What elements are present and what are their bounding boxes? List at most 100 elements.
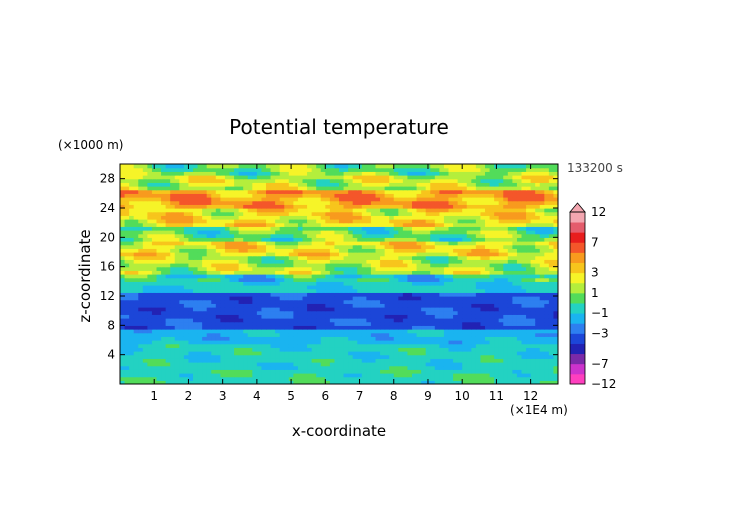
field-cell — [211, 303, 217, 308]
field-cell — [389, 321, 395, 326]
field-cell — [512, 303, 518, 308]
field-cell — [380, 200, 386, 205]
field-cell — [443, 270, 450, 275]
field-cell — [284, 288, 290, 293]
field-cell — [224, 226, 231, 231]
field-cell — [439, 329, 445, 334]
field-cell — [530, 299, 536, 304]
field-cell — [302, 259, 308, 264]
field-cell — [357, 233, 363, 238]
field-cell — [548, 277, 555, 282]
field-cell — [526, 204, 532, 209]
field-cell — [142, 373, 148, 378]
field-cell — [439, 340, 445, 345]
field-cell — [393, 255, 399, 260]
field-cell — [297, 310, 304, 315]
field-cell — [548, 336, 555, 341]
field-cell — [193, 270, 199, 275]
field-cell — [457, 347, 463, 352]
field-cell — [475, 307, 482, 312]
field-cell — [389, 230, 395, 235]
field-cell — [170, 270, 176, 275]
field-cell — [439, 237, 445, 242]
field-cell — [234, 219, 240, 224]
field-cell — [129, 233, 135, 238]
field-cell — [389, 197, 395, 202]
field-cell — [183, 277, 190, 282]
field-cell — [179, 204, 185, 209]
field-cell — [151, 204, 158, 209]
field-cell — [197, 255, 203, 260]
field-cell — [553, 281, 558, 286]
field-cell — [485, 329, 491, 334]
field-cell — [206, 325, 212, 330]
field-cell — [535, 270, 541, 275]
field-cell — [193, 197, 199, 202]
field-cell — [256, 343, 263, 348]
field-cell — [129, 277, 135, 282]
field-cell — [297, 318, 304, 323]
field-cell — [151, 208, 158, 213]
field-cell — [430, 354, 436, 359]
field-cell — [416, 292, 422, 297]
field-cell — [284, 274, 290, 279]
field-cell — [174, 197, 180, 202]
field-cell — [316, 252, 322, 257]
field-cell — [443, 303, 450, 308]
field-cell — [398, 347, 404, 352]
field-cell — [398, 281, 404, 286]
field-cell — [215, 292, 221, 297]
field-cell — [174, 255, 180, 260]
field-cell — [370, 310, 377, 315]
field-cell — [453, 208, 459, 213]
field-cell — [229, 376, 235, 381]
field-cell — [243, 204, 249, 209]
field-cell — [124, 365, 130, 370]
field-cell — [448, 281, 454, 286]
field-cell — [489, 222, 495, 227]
field-cell — [334, 362, 340, 367]
field-cell — [288, 307, 294, 312]
field-cell — [147, 259, 153, 264]
field-cell — [516, 233, 523, 238]
field-cell — [535, 314, 541, 319]
field-cell — [375, 244, 381, 249]
field-cell — [553, 193, 558, 198]
field-cell — [297, 365, 304, 370]
field-cell — [297, 193, 304, 198]
field-cell — [288, 197, 294, 202]
field-cell — [206, 255, 212, 260]
field-cell — [316, 365, 322, 370]
field-cell — [234, 314, 240, 319]
field-cell — [421, 200, 427, 205]
field-cell — [357, 332, 363, 337]
field-cell — [193, 365, 199, 370]
field-cell — [311, 373, 317, 378]
field-cell — [170, 241, 176, 246]
field-cell — [366, 259, 372, 264]
field-cell — [407, 296, 413, 301]
field-cell — [352, 336, 358, 341]
field-cell — [348, 226, 354, 231]
field-cell — [329, 263, 336, 268]
field-cell — [430, 233, 436, 238]
field-cell — [256, 380, 263, 384]
field-cell — [170, 226, 176, 231]
field-cell — [275, 325, 281, 330]
field-cell — [138, 365, 144, 370]
field-cell — [352, 211, 358, 216]
field-cell — [307, 252, 313, 257]
field-cell — [197, 285, 203, 290]
field-cell — [202, 211, 208, 216]
field-cell — [156, 219, 162, 224]
field-cell — [266, 380, 272, 384]
field-cell — [402, 285, 409, 290]
field-cell — [498, 351, 504, 356]
field-cell — [384, 288, 390, 293]
field-cell — [165, 373, 171, 378]
field-cell — [284, 358, 290, 363]
field-cell — [453, 336, 459, 341]
field-cell — [366, 369, 372, 374]
field-cell — [297, 358, 304, 363]
field-cell — [215, 303, 221, 308]
